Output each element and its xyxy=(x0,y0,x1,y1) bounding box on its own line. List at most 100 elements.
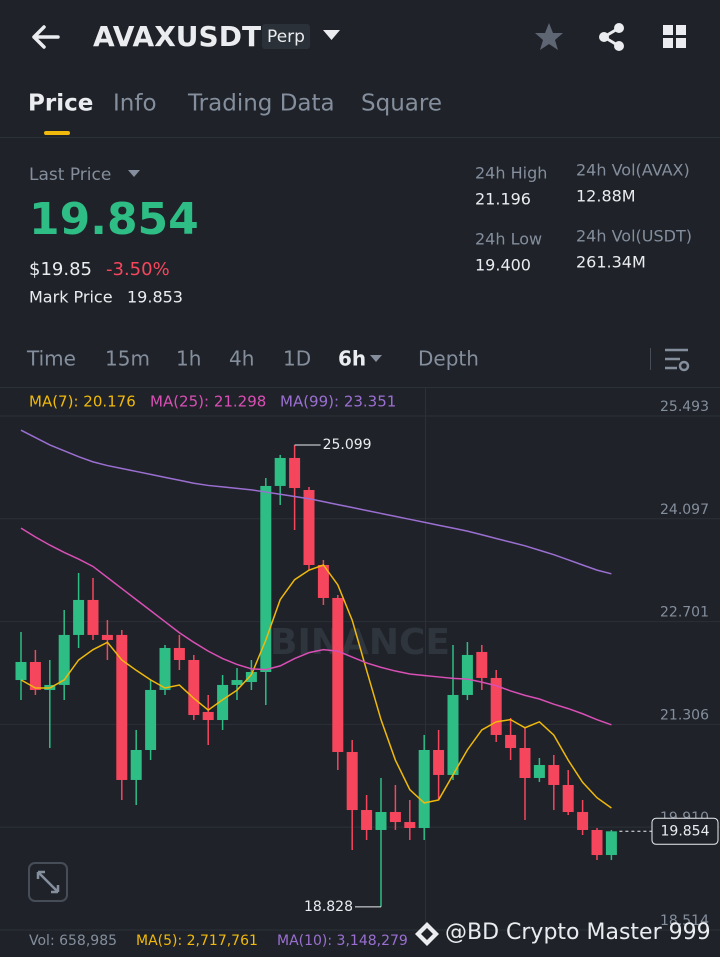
candle-body xyxy=(591,829,603,856)
last-price: 19.854 xyxy=(29,194,199,245)
candle-body xyxy=(145,689,157,750)
candle-body xyxy=(533,765,545,778)
candle-body xyxy=(519,748,531,778)
interval[interactable]: Time xyxy=(26,347,76,371)
back-button[interactable] xyxy=(32,25,60,49)
last-price-label: 19.854 xyxy=(661,823,710,839)
high-label: 24h High xyxy=(475,164,547,183)
candle-body xyxy=(361,810,373,830)
candle-body xyxy=(173,647,185,660)
candle-body xyxy=(577,812,589,830)
price-dropdown[interactable] xyxy=(128,170,140,177)
credit: @BD Crypto Master 999 xyxy=(445,920,711,945)
vol-quote-label: 24h Vol(USDT) xyxy=(576,227,692,246)
candle-body xyxy=(447,694,459,775)
layout-icon[interactable] xyxy=(663,25,686,48)
candle-body xyxy=(116,634,128,780)
candle-body xyxy=(404,822,416,828)
interval[interactable]: 1D xyxy=(283,347,311,371)
interval-dropdown[interactable] xyxy=(370,355,382,362)
candle-body xyxy=(346,751,358,811)
volume-legend: MA(5): 2,717,761 xyxy=(136,933,258,949)
vol-base: 12.88M xyxy=(576,187,636,206)
chart-settings[interactable] xyxy=(665,348,690,372)
expand-icon xyxy=(36,870,60,894)
candle-body xyxy=(101,634,113,640)
last-price-label: Last Price xyxy=(29,165,111,185)
interval[interactable]: Depth xyxy=(418,347,479,371)
candle-body xyxy=(29,661,41,690)
ma-legend: MA(7): 20.176 xyxy=(29,393,136,411)
candle-body xyxy=(289,457,301,489)
expand-button[interactable] xyxy=(28,862,68,902)
favorite-icon[interactable] xyxy=(535,23,563,50)
interval-active[interactable]: 6h xyxy=(338,347,366,371)
low-label: 24h Low xyxy=(475,230,542,249)
low: 19.400 xyxy=(475,256,531,275)
mark-price: 19.853 xyxy=(127,288,183,307)
candle-body xyxy=(317,564,329,598)
candle-body xyxy=(130,749,142,780)
high: 21.196 xyxy=(475,190,531,209)
candle-body xyxy=(202,711,214,721)
share-icon[interactable] xyxy=(599,23,624,51)
contract: Perp xyxy=(267,27,305,47)
y-tick-label: 25.493 xyxy=(660,399,709,415)
candle-body xyxy=(562,784,574,813)
candle-body xyxy=(58,634,70,685)
candle-body xyxy=(87,599,99,635)
candle-body xyxy=(260,485,272,672)
candle-body xyxy=(188,659,200,716)
y-tick-label: 22.701 xyxy=(660,605,709,621)
interval[interactable]: 4h xyxy=(229,347,254,371)
vol-quote: 261.34M xyxy=(576,253,646,272)
interval[interactable]: 15m xyxy=(105,347,150,371)
candle-body xyxy=(418,749,430,828)
candle-body xyxy=(15,661,27,681)
credit-logo xyxy=(415,922,439,946)
last-price-box xyxy=(651,817,719,845)
usd-price: $19.85 xyxy=(29,259,92,280)
tab[interactable]: Info xyxy=(113,91,157,117)
candle-body xyxy=(505,734,517,749)
tab-indicator xyxy=(44,131,70,135)
separator xyxy=(650,348,651,370)
tab-active[interactable]: Price xyxy=(28,91,93,117)
candle-body xyxy=(245,671,257,683)
min-label: 18.828 xyxy=(304,899,353,915)
divider xyxy=(0,137,720,138)
candle-body xyxy=(461,654,473,695)
volume-legend: Vol: 658,985 xyxy=(29,933,117,949)
ma-legend: MA(25): 21.298 xyxy=(150,393,266,411)
symbol: AVAXUSDT xyxy=(93,20,261,53)
ma-legend: MA(99): 23.351 xyxy=(280,393,396,411)
candlestick-chart: 25.49324.09722.70121.30619.91018.514MA(7… xyxy=(0,393,720,931)
max-label: 25.099 xyxy=(323,437,372,453)
divider xyxy=(0,387,720,388)
price-change: -3.50% xyxy=(106,259,170,280)
grid-line-vertical xyxy=(425,388,426,930)
candle-body xyxy=(274,457,286,486)
candle-body xyxy=(73,599,85,635)
ma-line xyxy=(20,564,612,809)
tab[interactable]: Square xyxy=(361,91,442,117)
interval[interactable]: 1h xyxy=(176,347,201,371)
candle-body xyxy=(605,831,617,856)
candle-body xyxy=(231,680,243,685)
candle-body xyxy=(433,749,445,775)
candle-body xyxy=(548,765,560,785)
mark-price-label: Mark Price xyxy=(29,288,113,307)
volume-legend: MA(10): 3,148,279 xyxy=(277,933,408,949)
candle-body xyxy=(389,812,401,823)
candle-body xyxy=(159,647,171,690)
candle-body xyxy=(375,812,387,830)
symbol-dropdown[interactable] xyxy=(323,30,340,40)
vol-base-label: 24h Vol(AVAX) xyxy=(576,161,690,180)
tab[interactable]: Trading Data xyxy=(187,91,335,117)
ma-line xyxy=(20,429,612,575)
candle-body xyxy=(303,490,315,565)
y-tick-label: 21.306 xyxy=(660,707,709,723)
